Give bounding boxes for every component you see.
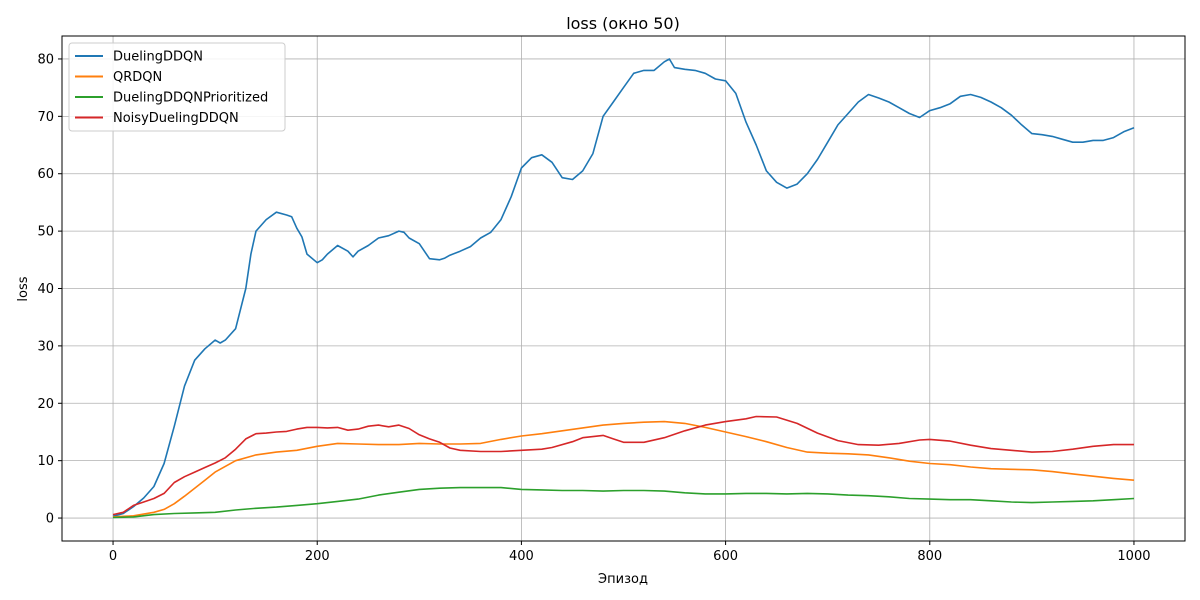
legend-label: DuelingDDQN	[113, 50, 203, 65]
x-tick-label: 200	[305, 549, 330, 564]
y-tick-label: 20	[37, 397, 54, 412]
legend-label: DuelingDDQNPrioritized	[113, 91, 268, 106]
chart-title: loss (окно 50)	[566, 14, 680, 33]
grid-layer	[62, 36, 1185, 541]
y-axis-ticks: 0 10 20 30 40 50 60 70 80	[37, 52, 62, 527]
legend-label: QRDQN	[113, 70, 162, 85]
x-tick-label: 600	[713, 549, 738, 564]
x-tick-label: 800	[917, 549, 942, 564]
series-line-3	[112, 415, 1134, 516]
y-tick-label: 10	[37, 454, 54, 469]
x-tick-label: 400	[509, 549, 534, 564]
x-axis-ticks: 0 200 400 600 800 1000	[109, 541, 1151, 564]
series-line-2	[112, 486, 1135, 519]
x-tick-label: 0	[109, 549, 117, 564]
y-tick-label: 40	[37, 282, 54, 297]
y-tick-label: 80	[37, 52, 54, 67]
legend-label: NoisyDuelingDDQN	[113, 111, 239, 126]
y-tick-label: 50	[37, 225, 54, 240]
series-line-0	[112, 58, 1135, 518]
y-tick-label: 30	[37, 339, 54, 354]
y-tick-label: 60	[37, 167, 54, 182]
legend: DuelingDDQN QRDQN DuelingDDQNPrioritized No…	[68, 42, 286, 132]
y-axis-label: loss	[16, 276, 31, 301]
series-layer	[112, 58, 1135, 519]
y-tick-label: 70	[37, 110, 54, 125]
series-line-1	[112, 420, 1135, 518]
x-tick-label: 1000	[1117, 549, 1150, 564]
x-axis-label: Эпизод	[598, 572, 648, 587]
legend-box	[68, 42, 286, 132]
y-tick-label: 0	[46, 512, 54, 527]
